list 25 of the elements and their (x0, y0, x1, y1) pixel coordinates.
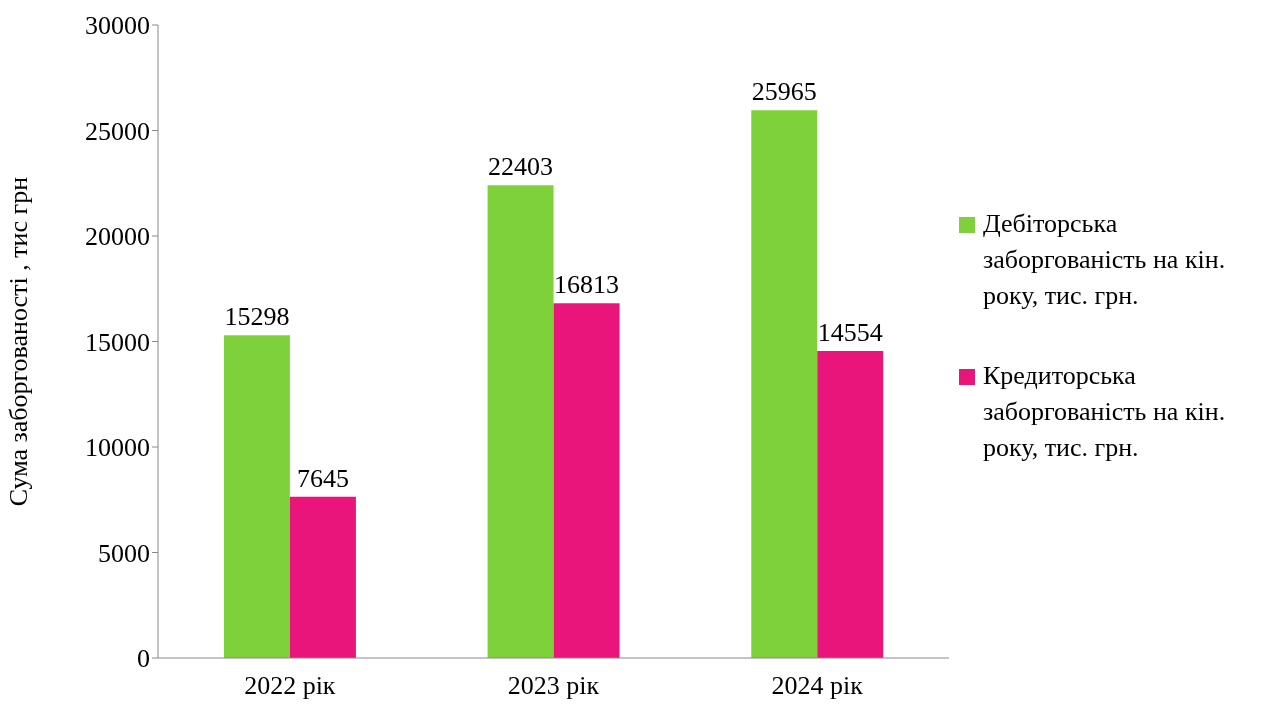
y-tick-label: 30000 (85, 11, 150, 41)
y-tick-label: 25000 (85, 116, 150, 146)
data-label: 15298 (224, 302, 290, 332)
bar (223, 335, 290, 658)
y-tick-label: 0 (137, 644, 150, 674)
y-tick-label: 20000 (85, 222, 150, 252)
bar (487, 185, 554, 658)
legend-label: Дебіторська заборгованість на кін. року, тис. грн. (983, 208, 1227, 312)
bar (817, 350, 884, 658)
x-tick-label: 2022 рік (244, 671, 336, 701)
y-tick-label: 15000 (85, 327, 150, 357)
data-label: 16813 (554, 270, 620, 300)
data-label: 14554 (817, 317, 883, 347)
bar (289, 496, 356, 658)
x-tick-label: 2024 рік (771, 671, 864, 701)
y-tick-label: 10000 (85, 433, 150, 463)
data-label: 25965 (751, 77, 817, 107)
legend-label: Кредиторська заборгованість на кін. року, тис. грн. (983, 360, 1227, 464)
bar (751, 110, 818, 658)
y-axis-title: Сума заборгованості , тис грн (4, 176, 34, 507)
data-label: 22403 (488, 152, 554, 182)
y-tick-label: 5000 (98, 538, 150, 568)
x-tick-label: 2023 рік (507, 671, 600, 701)
data-label: 7645 (296, 463, 349, 493)
bar (553, 303, 620, 658)
